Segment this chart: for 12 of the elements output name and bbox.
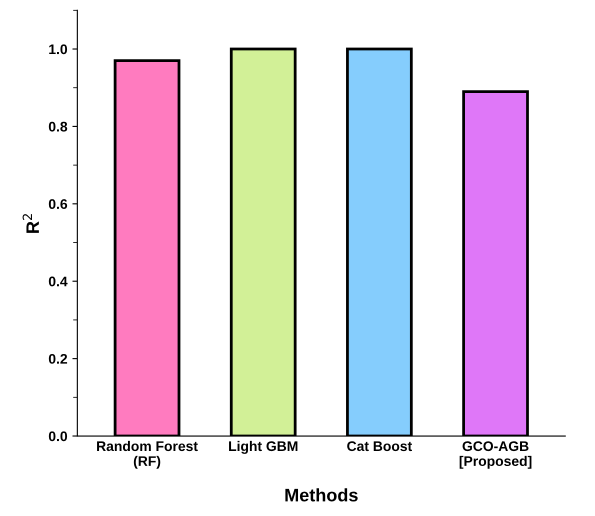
x-axis-title: Methods	[285, 488, 358, 502]
y-tick-label: 0.0	[48, 431, 68, 442]
y-tick-label: 0.4	[48, 276, 68, 286]
y-tick-label: 0.2	[48, 354, 68, 364]
x-tick-label: GCO-AGB [Proposed]	[460, 441, 532, 469]
y-tick-label: 1.0	[49, 44, 68, 54]
y-tick-label: 0.6	[48, 199, 68, 209]
x-tick-label: Light GBM	[229, 440, 298, 454]
x-tick-label: Random Forest (RF)	[97, 440, 198, 469]
x-tick-label: Cat Boost	[347, 441, 412, 452]
y-axis-title: R$^{2}$	[22, 214, 39, 233]
y-tick-label: 0.8	[48, 122, 68, 132]
